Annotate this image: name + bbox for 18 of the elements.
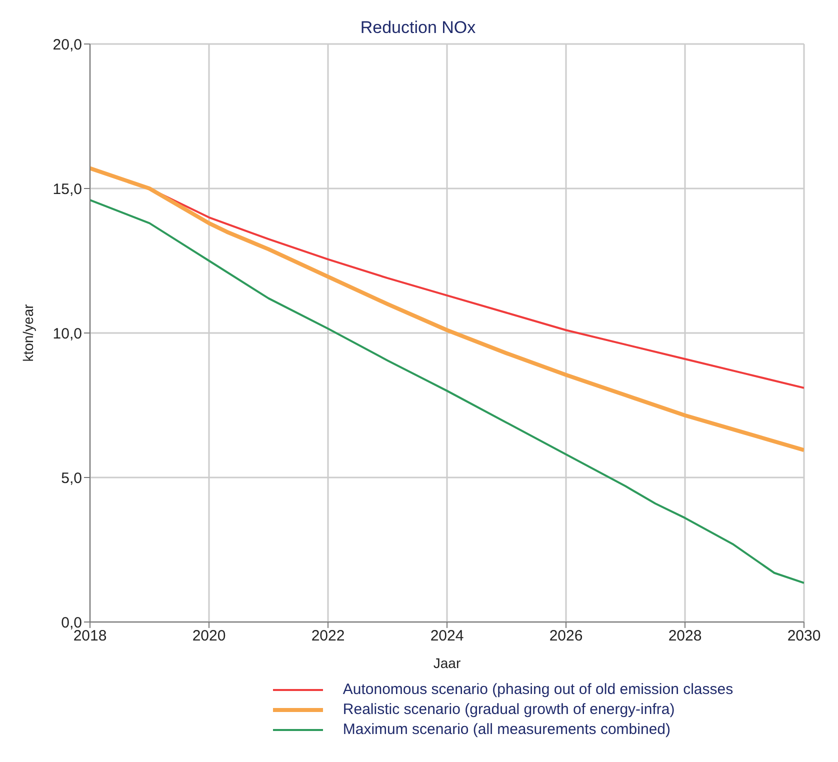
legend-label: Maximum scenario (all measurements combined) — [342, 720, 671, 740]
x-tick-label: 2028 — [668, 628, 702, 645]
legend-label: Autonomous scenario (phasing out of old emission classes — [342, 680, 734, 700]
y-tick-label: 15,0 — [52, 180, 82, 198]
line-series — [90, 166, 804, 452]
x-tick-label: 2020 — [192, 628, 226, 645]
x-axis-title: Jaar — [433, 655, 461, 671]
y-tick-label: 10,0 — [52, 325, 82, 342]
chart-title: Reduction NOx — [359, 18, 477, 38]
y-tick-label: 20,0 — [52, 36, 82, 54]
x-tick-label: 2030 — [787, 628, 821, 645]
y-tick-label: 5,0 — [61, 470, 82, 487]
x-tick-label: 2024 — [430, 628, 464, 645]
x-tick-label: 2022 — [311, 628, 345, 645]
x-tick-label: 2026 — [549, 628, 583, 645]
legend-label: Realistic scenario (gradual growth of energy-infra) — [342, 700, 675, 720]
line-series — [90, 199, 804, 584]
y-axis-title: kton/year — [20, 304, 36, 362]
